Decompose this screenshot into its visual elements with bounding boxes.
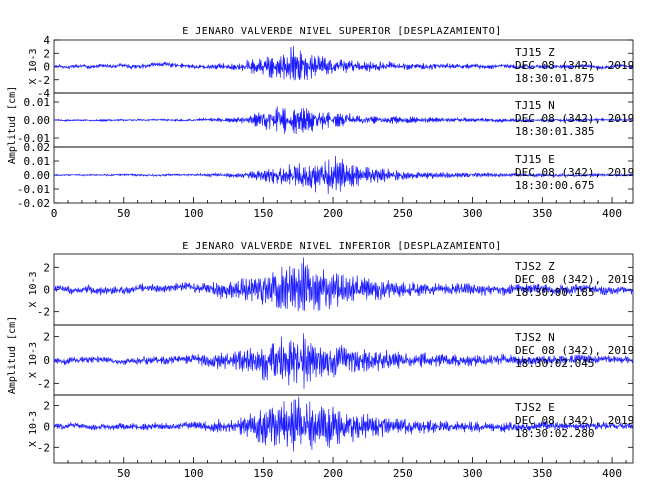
upper-z-waveform: [53, 45, 634, 81]
lower-amplitude-axis-label: Amplitud [cm]: [7, 316, 18, 394]
lower-group-title: E JENARO VALVERDE NIVEL INFERIOR [DESPLA…: [182, 241, 502, 252]
lower-x-tick-label: 200: [323, 467, 343, 480]
lower-n-scale-label: X 10-3: [28, 342, 39, 378]
upper-e-y-tick-label: -0.01: [17, 183, 50, 196]
lower-e-time-label: 18:30:02.280: [515, 427, 594, 440]
lower-z-y-tick-label: 0: [43, 284, 50, 297]
upper-z-y-tick-label: 2: [43, 47, 50, 60]
lower-x-tick-label: 50: [117, 467, 130, 480]
upper-n-time-label: 18:30:01.385: [515, 125, 594, 138]
upper-z-y-tick-label: -2: [37, 74, 50, 87]
upper-z-y-tick-label: 4: [43, 34, 50, 47]
upper-n-station-label: TJ15 N: [515, 99, 555, 112]
upper-x-tick-label: 50: [117, 207, 130, 220]
lower-n-y-tick-label: -2: [37, 377, 50, 390]
lower-z-y-tick-label: 2: [43, 261, 50, 274]
upper-z-date-label: DEC 08 (342), 2019: [515, 59, 634, 72]
lower-n-y-tick-label: 2: [43, 331, 50, 344]
upper-z-time-label: 18:30:01.875: [515, 72, 594, 85]
lower-z-scale-label: X 10-3: [28, 271, 39, 307]
lower-e-y-tick-label: 0: [43, 420, 50, 433]
upper-level-seismogram-group: E JENARO VALVERDE NIVEL SUPERIOR [DESPLA…: [7, 26, 634, 220]
lower-n-time-label: 18:30:02.045: [515, 357, 594, 370]
lower-e-station-label: TJS2 E: [515, 401, 555, 414]
lower-z-y-tick-label: -2: [37, 306, 50, 319]
upper-x-tick-label: 400: [602, 207, 622, 220]
upper-x-tick-label: 300: [463, 207, 483, 220]
lower-x-tick-label: 100: [184, 467, 204, 480]
upper-n-y-tick-label: -0.01: [17, 132, 50, 145]
lower-z-station-label: TJS2 Z: [515, 260, 555, 273]
upper-e-waveform: [53, 155, 634, 195]
lower-e-y-tick-label: 2: [43, 399, 50, 412]
lower-e-scale-label: X 10-3: [28, 411, 39, 447]
upper-group-title: E JENARO VALVERDE NIVEL SUPERIOR [DESPLA…: [182, 26, 502, 37]
lower-n-station-label: TJS2 N: [515, 331, 555, 344]
lower-n-date-label: DEC 08 (342), 2019: [515, 344, 634, 357]
upper-x-tick-label: 350: [532, 207, 552, 220]
lower-n-y-tick-label: 0: [43, 354, 50, 367]
upper-x-tick-label: 150: [253, 207, 273, 220]
upper-z-scale-label: X 10-3: [28, 48, 39, 84]
lower-x-tick-label: 350: [532, 467, 552, 480]
upper-e-y-tick-label: 0.02: [24, 141, 51, 154]
upper-e-time-label: 18:30:00.675: [515, 179, 594, 192]
lower-e-y-tick-label: -2: [37, 441, 50, 454]
upper-e-station-label: TJ15 E: [515, 153, 555, 166]
upper-x-tick-label: 250: [393, 207, 413, 220]
upper-z-y-tick-label: 0: [43, 61, 50, 74]
upper-z-station-label: TJ15 Z: [515, 46, 555, 59]
lower-z-waveform: [53, 257, 634, 312]
lower-x-tick-label: 400: [602, 467, 622, 480]
upper-x-tick-label: 200: [323, 207, 343, 220]
upper-x-tick-label: 100: [184, 207, 204, 220]
upper-n-y-tick-label: 0.01: [24, 96, 51, 109]
upper-n-date-label: DEC 08 (342), 2019: [515, 112, 634, 125]
upper-n-y-tick-label: 0.00: [24, 114, 51, 127]
upper-z-y-tick-label: -4: [37, 87, 51, 100]
lower-x-tick-label: 300: [463, 467, 483, 480]
lower-z-time-label: 18:30:00.185: [515, 286, 594, 299]
lower-e-waveform: [53, 396, 634, 452]
upper-e-date-label: DEC 08 (342), 2019: [515, 166, 634, 179]
lower-x-tick-label: 150: [253, 467, 273, 480]
lower-x-tick-label: 250: [393, 467, 413, 480]
lower-level-seismogram-group: E JENARO VALVERDE NIVEL INFERIOR [DESPLA…: [7, 241, 634, 480]
upper-e-y-tick-label: 0.00: [24, 169, 51, 182]
lower-e-date-label: DEC 08 (342), 2019: [515, 414, 634, 427]
lower-e-panel-frame: [53, 394, 634, 464]
upper-e-y-tick-label: 0.01: [24, 155, 51, 168]
upper-n-waveform: [53, 106, 634, 135]
upper-x-tick-label: 0: [51, 207, 58, 220]
lower-z-date-label: DEC 08 (342), 2019: [515, 273, 634, 286]
upper-amplitude-axis-label: Amplitud [cm]: [7, 86, 18, 164]
lower-n-waveform: [53, 333, 634, 389]
upper-e-y-tick-label: -0.02: [17, 197, 50, 210]
